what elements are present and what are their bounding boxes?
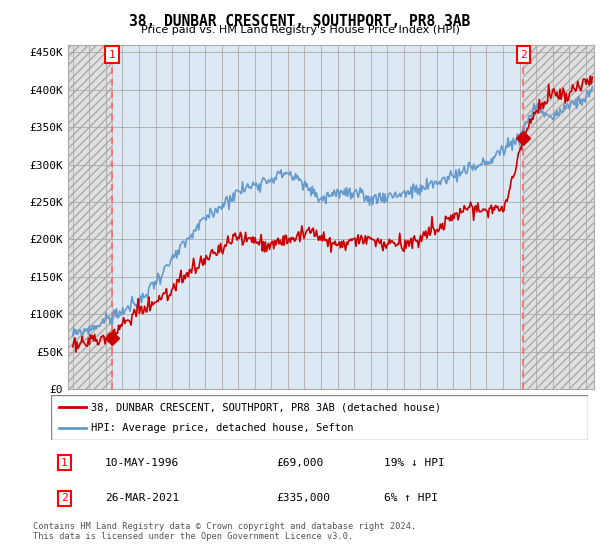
Text: HPI: Average price, detached house, Sefton: HPI: Average price, detached house, Seft… bbox=[91, 423, 354, 433]
Text: 2: 2 bbox=[61, 493, 68, 503]
FancyBboxPatch shape bbox=[51, 395, 588, 440]
Text: 38, DUNBAR CRESCENT, SOUTHPORT, PR8 3AB: 38, DUNBAR CRESCENT, SOUTHPORT, PR8 3AB bbox=[130, 14, 470, 29]
Text: £335,000: £335,000 bbox=[277, 493, 331, 503]
Text: 38, DUNBAR CRESCENT, SOUTHPORT, PR8 3AB (detached house): 38, DUNBAR CRESCENT, SOUTHPORT, PR8 3AB … bbox=[91, 402, 441, 412]
Text: Contains HM Land Registry data © Crown copyright and database right 2024.
This d: Contains HM Land Registry data © Crown c… bbox=[33, 522, 416, 542]
Bar bbox=[523, 45, 594, 389]
Text: 10-MAY-1996: 10-MAY-1996 bbox=[105, 458, 179, 468]
Text: 1: 1 bbox=[61, 458, 68, 468]
Text: 2: 2 bbox=[520, 49, 527, 59]
Text: 1: 1 bbox=[109, 49, 115, 59]
Text: Price paid vs. HM Land Registry's House Price Index (HPI): Price paid vs. HM Land Registry's House … bbox=[140, 25, 460, 35]
Bar bbox=[68, 45, 112, 389]
Text: £69,000: £69,000 bbox=[277, 458, 324, 468]
Text: 26-MAR-2021: 26-MAR-2021 bbox=[105, 493, 179, 503]
Text: 19% ↓ HPI: 19% ↓ HPI bbox=[384, 458, 445, 468]
Text: 6% ↑ HPI: 6% ↑ HPI bbox=[384, 493, 438, 503]
